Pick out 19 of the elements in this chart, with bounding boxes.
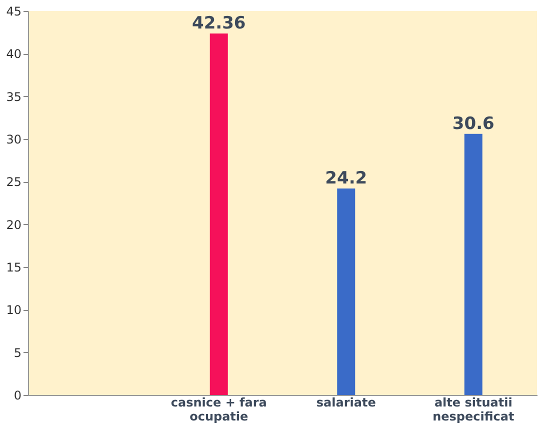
y-tick-label: 45 — [6, 4, 22, 18]
bar — [464, 134, 482, 395]
data-label: 30.6 — [452, 114, 494, 134]
y-tick-label: 20 — [6, 218, 22, 232]
data-label: 24.2 — [325, 168, 368, 188]
y-tick-label: 40 — [6, 47, 22, 62]
y-tick-label: 15 — [6, 260, 22, 274]
bar — [337, 188, 356, 395]
y-tick-label: 35 — [6, 90, 22, 104]
y-tick-label: 5 — [14, 346, 22, 360]
y-tick-label: 25 — [6, 175, 22, 190]
y-tick-label: 10 — [6, 303, 22, 318]
y-tick-label: 0 — [14, 388, 22, 402]
data-label: 42.36 — [192, 14, 246, 34]
y-tick-label: 30 — [6, 132, 22, 146]
x-tick-label: casnice + fara ocupatie — [170, 396, 267, 424]
bar — [210, 34, 228, 395]
x-tick-label: alte situatii nespecificat — [432, 396, 514, 424]
x-tick-label: salariate — [316, 396, 376, 410]
